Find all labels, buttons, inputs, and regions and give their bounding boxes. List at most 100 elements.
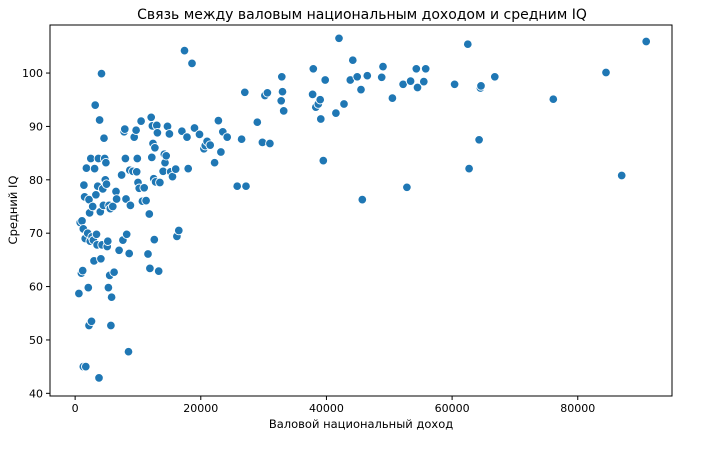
data-point — [94, 373, 104, 383]
data-point — [161, 151, 171, 161]
data-point — [277, 86, 288, 97]
y-axis-label: Средний IQ — [6, 176, 20, 245]
data-point — [179, 45, 190, 56]
data-point — [111, 194, 122, 204]
data-point — [91, 190, 101, 200]
data-point — [616, 170, 627, 181]
y-axis-ticks: 40 50 60 70 80 90 100 — [22, 67, 50, 400]
data-point — [209, 157, 220, 168]
data-point — [265, 138, 275, 149]
data-point — [131, 167, 142, 177]
data-point — [339, 99, 349, 109]
data-point — [106, 292, 117, 302]
data-point — [320, 75, 330, 85]
data-point — [213, 115, 224, 126]
data-point — [308, 64, 319, 74]
points-layer — [74, 33, 651, 383]
data-point — [131, 125, 141, 135]
data-point — [81, 163, 92, 173]
data-point — [164, 129, 175, 139]
data-point — [121, 194, 131, 204]
data-point — [144, 209, 155, 219]
data-point — [103, 236, 113, 246]
data-point — [139, 183, 149, 193]
y-tick-label: 80 — [29, 174, 43, 187]
data-point — [74, 288, 84, 299]
data-point — [348, 55, 358, 65]
data-point — [412, 82, 423, 93]
data-point — [216, 147, 226, 157]
data-point — [132, 153, 143, 164]
data-point — [114, 245, 124, 256]
x-tick-label: 80000 — [560, 402, 595, 415]
data-point — [194, 129, 205, 140]
data-point — [331, 108, 341, 118]
data-point — [316, 114, 326, 124]
data-point — [125, 200, 136, 211]
data-point — [307, 89, 318, 100]
data-point — [189, 123, 200, 133]
x-tick-label: 20000 — [183, 402, 218, 415]
data-point — [83, 282, 94, 293]
x-tick-label: 60000 — [435, 402, 470, 415]
data-point — [449, 79, 460, 90]
data-point — [152, 128, 163, 138]
data-point — [121, 229, 132, 240]
data-point — [90, 100, 100, 110]
x-axis-label: Валовой национальный доход — [269, 417, 453, 431]
x-axis-ticks: 0 20000 40000 60000 80000 — [72, 396, 595, 415]
data-point — [187, 58, 197, 69]
data-point — [145, 263, 155, 274]
data-point — [378, 61, 388, 72]
data-point — [108, 201, 118, 212]
data-point — [149, 234, 160, 245]
data-point — [79, 180, 89, 190]
data-point — [277, 72, 287, 82]
data-point — [252, 117, 263, 127]
data-point — [362, 70, 373, 81]
data-point — [101, 179, 112, 189]
data-point — [155, 177, 165, 188]
data-point — [120, 124, 130, 134]
plot-frame — [49, 24, 673, 397]
data-point — [464, 163, 474, 174]
data-point — [334, 33, 344, 44]
data-point — [601, 67, 611, 78]
data-point — [86, 316, 97, 327]
data-point — [91, 229, 102, 240]
data-point — [405, 76, 416, 86]
data-point — [420, 64, 431, 74]
data-point — [222, 132, 232, 142]
data-point — [153, 266, 164, 276]
data-point — [143, 249, 153, 259]
data-point — [376, 72, 387, 83]
data-point — [101, 157, 111, 168]
data-point — [182, 132, 192, 142]
data-point — [141, 195, 151, 206]
data-point — [411, 64, 422, 74]
data-point — [174, 225, 184, 236]
data-point — [232, 181, 242, 191]
data-point — [96, 68, 107, 79]
data-point — [278, 106, 289, 116]
data-point — [96, 254, 106, 264]
data-point — [205, 140, 215, 150]
y-tick-label: 100 — [22, 67, 43, 80]
data-point — [81, 361, 91, 372]
data-point — [106, 320, 116, 331]
data-point — [240, 87, 250, 98]
y-tick-label: 50 — [29, 334, 43, 347]
data-point — [147, 152, 157, 163]
data-point — [276, 96, 286, 106]
data-point — [236, 134, 247, 144]
y-tick-label: 60 — [29, 281, 43, 294]
data-point — [99, 133, 109, 143]
data-point — [123, 346, 134, 357]
data-point — [474, 135, 484, 145]
data-point — [120, 153, 131, 164]
data-point — [641, 36, 651, 47]
data-point — [87, 201, 98, 212]
data-point — [77, 216, 87, 226]
